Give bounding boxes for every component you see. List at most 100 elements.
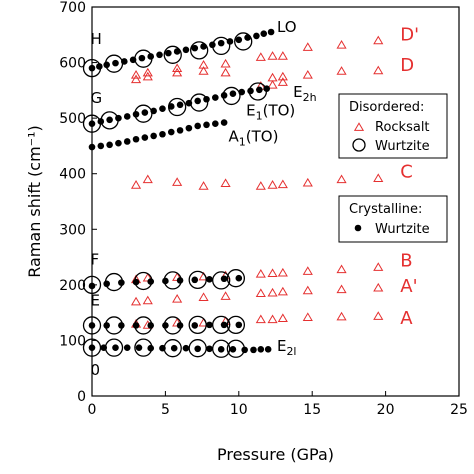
wurtzite-crystalline-point: [123, 113, 131, 120]
annotation-label: D: [400, 55, 414, 76]
rocksalt-point: [267, 287, 278, 297]
wurtzite-crystalline-point: [267, 28, 275, 36]
wurtzite-crystalline-point: [165, 49, 172, 57]
rocksalt-point: [255, 288, 266, 298]
rocksalt-point: [142, 67, 153, 77]
wurtzite-crystalline-point: [88, 120, 96, 127]
wurtzite-crystalline-point: [88, 64, 96, 72]
wurtzite-disordered-point: [82, 275, 102, 295]
annotation-label: E2l: [277, 337, 297, 358]
x-tick-label: 5: [161, 402, 170, 418]
wurtzite-crystalline-point: [226, 38, 234, 45]
rocksalt-point: [142, 295, 153, 305]
y-axis-title: Raman shift (cm⁻¹): [25, 125, 44, 278]
y-tick-label: 600: [59, 56, 86, 72]
legend-disordered-title: Disordered:: [349, 100, 424, 115]
wurtzite-crystalline-point: [229, 90, 237, 97]
rocksalt-point: [198, 292, 209, 301]
wurtzite-crystalline-point: [217, 346, 225, 353]
wurtzite-crystalline-point: [141, 109, 149, 116]
rocksalt-point: [302, 42, 313, 51]
rocksalt-point: [267, 180, 278, 189]
rocksalt-point: [336, 284, 347, 294]
wurtzite-crystalline-point: [235, 274, 243, 282]
wurtzite-crystalline-point: [147, 344, 155, 352]
rocksalt-point: [302, 70, 313, 79]
legend-wurtzite-crystalline-marker: [354, 224, 362, 232]
rocksalt-point: [220, 67, 231, 77]
y-tick-label: 700: [59, 0, 86, 16]
wurtzite-disordered-point: [212, 271, 231, 290]
wurtzite-crystalline-point: [170, 344, 178, 352]
wurtzite-crystalline-point: [185, 124, 193, 132]
wurtzite-crystalline-point: [132, 135, 140, 143]
rocksalt-point: [220, 58, 231, 68]
rocksalt-point: [373, 65, 384, 75]
rocksalt-point: [172, 67, 183, 77]
rocksalt-point: [336, 174, 347, 184]
wurtzite-crystalline-point: [185, 99, 193, 107]
rocksalt-point: [267, 72, 278, 82]
annotation-label: E: [91, 291, 100, 309]
legend-wurtzite-crystalline-label: Wurtzite: [375, 222, 430, 237]
wurtzite-crystalline-point: [176, 101, 184, 109]
x-tick-label: 10: [230, 402, 248, 418]
wurtzite-crystalline-point: [112, 344, 119, 351]
rocksalt-point: [130, 180, 142, 189]
wurtzite-crystalline-point: [100, 344, 108, 351]
rocksalt-point: [302, 312, 313, 321]
wurtzite-crystalline-point: [147, 322, 155, 329]
rocksalt-point: [172, 177, 183, 186]
rocksalt-point: [255, 314, 266, 324]
rocksalt-point: [277, 313, 288, 323]
wurtzite-crystalline-point: [238, 88, 246, 96]
wurtzite-crystalline-point: [206, 321, 213, 329]
rocksalt-point: [255, 52, 266, 61]
wurtzite-crystalline-point: [118, 279, 125, 286]
rocksalt-point: [277, 77, 288, 86]
y-tick-label: 100: [59, 333, 86, 349]
series-group: [82, 28, 384, 358]
wurtzite-crystalline-point: [88, 322, 96, 329]
y-tick-label: 0: [77, 389, 86, 405]
wurtzite-crystalline-point: [220, 119, 228, 126]
rocksalt-point: [373, 282, 384, 292]
legend-crystalline-title: Crystalline:: [349, 202, 422, 217]
legends-group: Disordered: Rocksalt Wurtzite Crystalline: W…: [338, 93, 448, 243]
annotation-label: LO: [277, 18, 297, 36]
wurtzite-crystalline-point: [191, 276, 199, 284]
rocksalt-point: [267, 80, 278, 89]
wurtzite-disordered-point: [234, 32, 253, 51]
wurtzite-crystalline-point: [103, 322, 110, 329]
wurtzite-crystalline-point: [162, 277, 169, 285]
wurtzite-crystalline-point: [97, 118, 105, 125]
rocksalt-point: [198, 66, 209, 75]
wurtzite-crystalline-point: [106, 116, 113, 124]
x-tick-label: 20: [377, 402, 395, 418]
wurtzite-crystalline-point: [103, 280, 110, 288]
annotation-label: B: [400, 251, 412, 272]
wurtzite-crystalline-point: [194, 345, 201, 353]
wurtzite-disordered-point: [163, 45, 182, 64]
wurtzite-crystalline-point: [129, 56, 137, 64]
rocksalt-point: [302, 266, 313, 275]
annotation-label: E1(TO): [246, 101, 295, 122]
legend-wurtzite-disordered-marker: [352, 138, 366, 152]
series-rocksalt: [130, 35, 384, 329]
annotation-label: A1(TO): [229, 127, 279, 148]
legend-rocksalt-marker: [353, 122, 365, 131]
wurtzite-crystalline-point: [167, 103, 175, 110]
wurtzite-crystalline-point: [200, 43, 207, 50]
wurtzite-crystalline-point: [212, 120, 219, 127]
wurtzite-crystalline-point: [132, 278, 140, 286]
rocksalt-point: [277, 286, 288, 296]
wurtzite-crystalline-point: [159, 344, 166, 352]
wurtzite-crystalline-point: [132, 110, 140, 118]
wurtzite-disordered-point: [190, 41, 209, 60]
wurtzite-crystalline-point: [250, 346, 257, 354]
wurtzite-crystalline-point: [263, 85, 270, 92]
rocksalt-point: [220, 291, 231, 300]
wurtzite-crystalline-point: [135, 344, 143, 351]
wurtzite-crystalline-point: [194, 97, 201, 105]
y-tick-label: 200: [59, 278, 86, 294]
